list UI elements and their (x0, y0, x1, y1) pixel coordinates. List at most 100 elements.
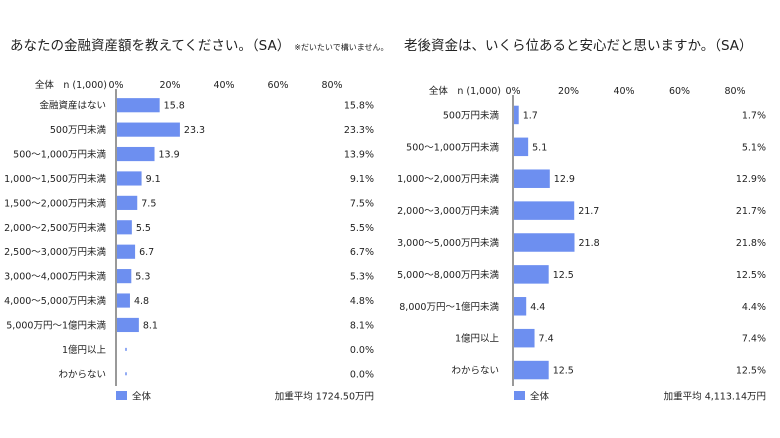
weighted-average-label: 加重平均 1724.50万円 (275, 391, 374, 403)
percent-label: 1.7% (742, 110, 766, 121)
category-label: 1億円以上 (455, 333, 500, 345)
bar-value-label: 6.7 (139, 247, 154, 258)
percent-label: 23.3% (344, 125, 374, 136)
bar-value-label: 21.7 (578, 206, 599, 217)
x-tick-label: 0% (505, 86, 520, 97)
left-chart-title-block: あなたの金融資産額を教えてください。（SA） ※だいたいで構いません。 (10, 34, 388, 54)
bar-value-label: 15.8 (164, 101, 185, 112)
right-chart-title-block: 老後資金は、いくら位あると安心だと思いますか。（SA） (404, 34, 753, 54)
category-label: 5,000万円～1億円未満 (6, 319, 106, 331)
category-label: 5,000～8,000万円未満 (397, 269, 499, 281)
bar (514, 201, 575, 220)
category-label: 1,000～1,500万円未満 (4, 173, 106, 185)
left-chart-title-note: ※だいたいで構いません。 (294, 43, 389, 52)
percent-label: 12.9% (736, 174, 766, 185)
bar (117, 98, 160, 113)
x-tick-label: 60% (267, 80, 288, 91)
category-label: 1,000～2,000万円未満 (397, 173, 499, 185)
category-label: わからない (451, 366, 499, 377)
percent-label: 12.5% (736, 366, 766, 377)
bar-value-label: 12.5 (553, 366, 574, 377)
left-chart-title: あなたの金融資産額を教えてください。（SA） (10, 38, 291, 54)
bar-value-label: 5.3 (135, 272, 150, 283)
x-tick-label: 40% (613, 86, 634, 97)
x-tick-label: 60% (669, 86, 690, 97)
bar (117, 146, 155, 162)
bar (514, 137, 529, 157)
percent-label: 21.8% (736, 238, 766, 249)
bar (117, 293, 130, 308)
bar (514, 233, 575, 252)
bar-value-label: 13.9 (159, 150, 180, 161)
x-tick-label: 20% (558, 86, 579, 97)
x-tick-label: 80% (724, 86, 745, 97)
x-tick-label: 80% (321, 80, 342, 91)
bar (514, 328, 535, 348)
category-label: 500～1,000万円未満 (406, 141, 499, 153)
category-label: 8,000万円～1億円未満 (399, 301, 499, 313)
category-label: 2,500～3,000万円未満 (4, 246, 106, 258)
percent-label: 12.5% (736, 270, 766, 281)
percent-label: 0.0% (350, 345, 374, 356)
bar-value-label: 23.3 (184, 125, 205, 136)
percent-label: 5.3% (350, 272, 374, 283)
category-label: 500万円未満 (443, 109, 500, 121)
category-label: 500万円未満 (50, 124, 107, 136)
percent-label: 15.8% (344, 101, 374, 112)
sample-size-label: 全体 n (1,000) (429, 85, 501, 97)
bar-value-label: 21.8 (578, 238, 599, 249)
bar-value-label: 4.4 (530, 302, 545, 313)
category-label: 2,000～3,000万円未満 (397, 205, 499, 217)
left-bar-chart: 全体 n (1,000) 0% 20% 40% 60% 80% 金融資産はない 15.8 15.… (4, 79, 374, 403)
percent-label: 5.5% (350, 223, 374, 234)
category-label: 3,000～5,000万円未満 (397, 237, 499, 249)
bar-value-label: 5.5 (136, 223, 151, 234)
weighted-average-label: 加重平均 4,113.14万円 (664, 391, 766, 403)
bar-value-label: 7.5 (141, 198, 156, 209)
percent-label: 7.4% (742, 334, 766, 345)
x-tick-label: 40% (213, 80, 234, 91)
bar-value-label: 4.8 (134, 296, 149, 307)
bar (117, 269, 132, 284)
percent-label: 8.1% (350, 320, 374, 331)
bar (514, 297, 527, 316)
category-label: 1億円以上 (62, 344, 107, 356)
bar (117, 317, 139, 333)
bar (117, 220, 132, 235)
x-tick-label: 0% (108, 80, 123, 91)
bar (117, 244, 136, 259)
percent-label: 0.0% (350, 369, 374, 380)
bar (117, 122, 180, 137)
category-label: 2,000～2,500万円未満 (4, 222, 106, 234)
sample-size-label: 全体 n (1,000) (35, 79, 107, 91)
percent-label: 5.1% (742, 142, 766, 153)
x-tick-label: 20% (159, 80, 180, 91)
legend-swatch (514, 391, 525, 400)
category-label: 1,500～2,000万円未満 (4, 197, 106, 209)
legend-label: 全体 (530, 391, 550, 403)
bar (514, 360, 549, 380)
bar-value-label: 5.1 (532, 142, 547, 153)
right-chart-title: 老後資金は、いくら位あると安心だと思いますか。（SA） (404, 38, 753, 54)
bar-value-label: 7.4 (539, 334, 554, 345)
category-label: わからない (58, 369, 106, 380)
bar-value-label: 12.9 (554, 174, 575, 185)
percent-label: 4.4% (742, 302, 766, 313)
percent-label: 9.1% (350, 174, 374, 185)
bar (117, 195, 138, 210)
percent-label: 7.5% (350, 198, 374, 209)
bar-value-label: 8.1 (143, 320, 158, 331)
right-bar-chart: 全体 n (1,000) 0% 20% 40% 60% 80% 500万円未満 1.7 1.7%… (397, 85, 766, 403)
legend-label: 全体 (132, 391, 152, 403)
bar-value-label: 1.7 (523, 110, 538, 121)
bar (514, 265, 549, 284)
bar (514, 105, 519, 125)
category-label: 金融資産はない (39, 100, 106, 112)
bar-value-label: 12.5 (553, 270, 574, 281)
percent-label: 21.7% (736, 206, 766, 217)
bar (514, 169, 550, 188)
percent-label: 6.7% (350, 247, 374, 258)
legend-swatch (116, 391, 127, 400)
percent-label: 4.8% (350, 296, 374, 307)
percent-label: 13.9% (344, 150, 374, 161)
